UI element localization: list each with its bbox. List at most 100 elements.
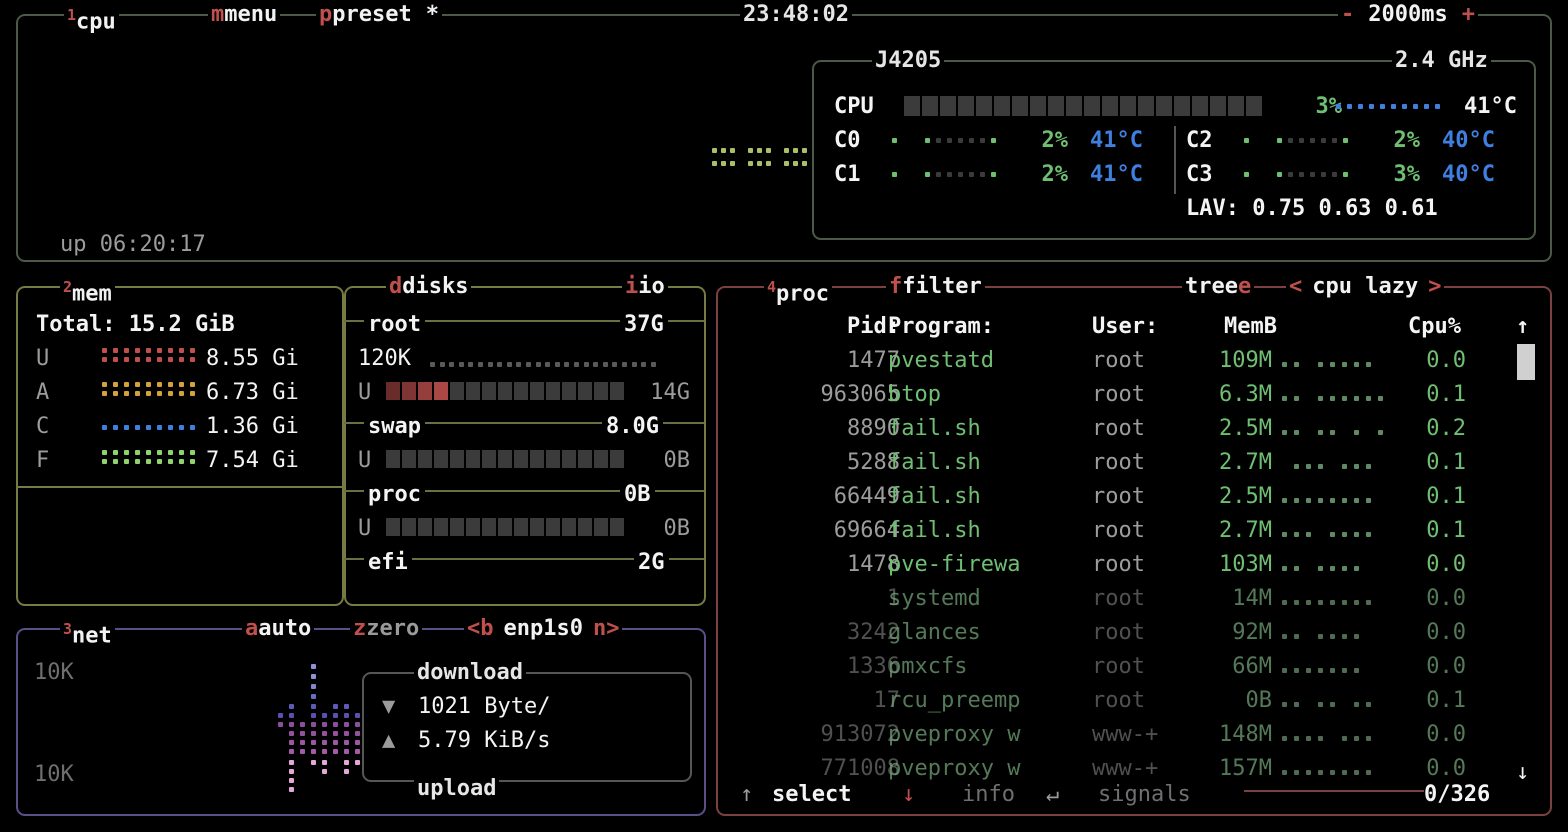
disks-panel-title-text: disks bbox=[402, 274, 469, 299]
cpu-preset-button[interactable]: ppreset * bbox=[316, 0, 442, 32]
proc-sort-value: cpu lazy bbox=[1312, 274, 1419, 299]
proc-cell-program: fail.sh bbox=[888, 450, 981, 475]
net-auto-toggle[interactable]: aauto bbox=[242, 612, 315, 646]
proc-select-down-icon[interactable]: ↓ bbox=[902, 782, 916, 807]
proc-scrollbar-thumb[interactable] bbox=[1517, 344, 1535, 380]
net-zero-label: zero bbox=[366, 616, 420, 641]
proc-col-memb[interactable]: MemB bbox=[1224, 314, 1277, 339]
cpu-preset-value: * bbox=[425, 2, 439, 27]
cpu-panel-index: 1 bbox=[67, 6, 77, 24]
proc-tree-toggle[interactable]: treee bbox=[1182, 270, 1255, 304]
table-row[interactable]: 5288 fail.sh root 2.7M 0.1 bbox=[716, 446, 1552, 480]
proc-cell-user: www-+ bbox=[1092, 722, 1159, 747]
proc-cpu-sparkline bbox=[1282, 396, 1394, 404]
disks-io-toggle[interactable]: iio bbox=[622, 270, 668, 304]
net-upload-label: upload bbox=[414, 772, 500, 806]
proc-cell-pid: 3242 bbox=[847, 620, 900, 645]
table-row[interactable]: 17 rcu_preemp root 0B 0.1 bbox=[716, 684, 1552, 718]
proc-cell-program: pmxcfs bbox=[888, 654, 968, 679]
proc-cell-user: root bbox=[1092, 348, 1145, 373]
proc-col-cpu[interactable]: Cpu% bbox=[1408, 314, 1461, 339]
proc-cell-program: fail.sh bbox=[888, 518, 981, 543]
net-traffic-graph bbox=[274, 664, 366, 808]
proc-select-up-icon[interactable]: ↑ bbox=[740, 782, 754, 807]
cpu-total-graph bbox=[712, 148, 820, 180]
net-auto-label: auto bbox=[258, 616, 312, 641]
mem-total-label: Total: 15.2 GiB bbox=[36, 312, 235, 337]
proc-cell-pid: 8890 bbox=[847, 416, 900, 441]
proc-cell-user: www-+ bbox=[1092, 756, 1159, 781]
disks-panel-title[interactable]: ddisks bbox=[386, 270, 472, 304]
mem-panel-title[interactable]: 2mem bbox=[60, 270, 115, 312]
update-plus-button[interactable]: + bbox=[1461, 2, 1475, 27]
cpu-panel-title[interactable]: 1cpu bbox=[64, 0, 119, 40]
proc-col-program[interactable]: Program: bbox=[888, 314, 994, 339]
proc-info-label[interactable]: info bbox=[962, 782, 1015, 807]
mem-row-value-1: 6.73 Gi bbox=[206, 380, 299, 405]
proc-panel-title[interactable]: 4proc bbox=[764, 270, 833, 312]
table-row[interactable]: 913072 pveproxy w www-+ 148M 0.0 bbox=[716, 718, 1552, 752]
core-label-1: C1 bbox=[834, 162, 861, 187]
proc-cell-mem: 2.7M bbox=[1219, 450, 1272, 475]
table-row[interactable]: 963065 btop root 6.3M 0.1 bbox=[716, 378, 1552, 412]
proc-filter-button[interactable]: ffilter bbox=[886, 270, 985, 304]
proc-scroll-down-icon[interactable]: ↓ bbox=[1516, 760, 1530, 785]
net-download-value: 1021 Byte/ bbox=[418, 694, 551, 719]
proc-cell-cpu: 0.0 bbox=[1426, 654, 1466, 679]
proc-cpu-sparkline bbox=[1282, 702, 1394, 710]
proc-cell-mem: 66M bbox=[1232, 654, 1272, 679]
proc-col-user[interactable]: User: bbox=[1092, 314, 1159, 339]
table-row[interactable]: 1478 pve-firewa root 103M 0.0 bbox=[716, 548, 1552, 582]
mem-row-value-0: 8.55 Gi bbox=[206, 346, 299, 371]
disk-usage-meter-0 bbox=[386, 382, 624, 400]
proc-sort-selector[interactable]: < cpu lazy > bbox=[1286, 270, 1445, 304]
table-row[interactable]: 1477 pvestatd root 109M 0.0 bbox=[716, 344, 1552, 378]
net-scale-top: 10K bbox=[34, 660, 74, 685]
table-row[interactable]: 66449 fail.sh root 2.5M 0.1 bbox=[716, 480, 1552, 514]
net-zero-toggle[interactable]: zzero bbox=[350, 612, 423, 646]
proc-cell-pid: 69664 bbox=[833, 518, 900, 543]
core-graph-2 bbox=[1244, 138, 1354, 152]
proc-cell-pid: 963065 bbox=[820, 382, 900, 407]
cpu-total-label: CPU bbox=[834, 94, 874, 119]
proc-filter-hotkey: f bbox=[889, 274, 903, 299]
proc-cell-mem: 0B bbox=[1245, 688, 1273, 713]
proc-sort-next-button[interactable]: > bbox=[1428, 274, 1442, 299]
disks-io-label: io bbox=[638, 274, 665, 299]
table-row[interactable]: 69664 fail.sh root 2.7M 0.1 bbox=[716, 514, 1552, 548]
core-percent-2: 2% bbox=[1393, 128, 1421, 153]
update-minus-button[interactable]: - bbox=[1341, 2, 1355, 27]
table-row[interactable]: 1336 pmxcfs root 66M 0.0 bbox=[716, 650, 1552, 684]
net-panel-title[interactable]: 3net bbox=[60, 612, 115, 654]
proc-col-pid[interactable]: Pid: bbox=[847, 314, 900, 339]
cpu-total-temp: 41°C bbox=[1464, 94, 1517, 119]
disks-io-hotkey: i bbox=[625, 274, 639, 299]
net-iface-prev-button[interactable]: <b bbox=[467, 616, 494, 641]
table-row[interactable]: 8890 fail.sh root 2.5M 0.2 bbox=[716, 412, 1552, 446]
proc-cell-pid: 1 bbox=[886, 586, 900, 611]
disk-usage-meter-2 bbox=[386, 518, 624, 536]
proc-signals-label[interactable]: signals bbox=[1098, 782, 1191, 807]
net-speed-box: download upload ▼ 1021 Byte/ ▲ 5.79 KiB/… bbox=[362, 656, 692, 806]
proc-cell-mem: 148M bbox=[1219, 722, 1272, 747]
net-iface-next-button[interactable]: n> bbox=[592, 616, 620, 641]
core-percent-1: 2% bbox=[1041, 162, 1069, 187]
proc-cell-program: pve-firewa bbox=[888, 552, 1021, 577]
proc-cell-mem: 2.7M bbox=[1219, 518, 1272, 543]
cpu-panel: 1cpu mmenu ppreset * 23:48:02 -2000ms + up… bbox=[16, 0, 1552, 262]
proc-scrollbar[interactable] bbox=[1514, 344, 1538, 768]
proc-sort-prev-button[interactable]: < bbox=[1289, 274, 1303, 299]
proc-cell-mem: 2.5M bbox=[1219, 484, 1272, 509]
net-interface-selector[interactable]: <b enp1s0 n> bbox=[464, 612, 623, 646]
update-interval-control[interactable]: -2000ms + bbox=[1338, 0, 1478, 32]
cpu-menu-button[interactable]: mmenu bbox=[208, 0, 281, 32]
core-label-0: C0 bbox=[834, 128, 861, 153]
core-label-3: C3 bbox=[1186, 162, 1213, 187]
mem-row-value-2: 1.36 Gi bbox=[206, 414, 299, 439]
proc-cell-cpu: 0.2 bbox=[1426, 416, 1466, 441]
cpu-preset-hotkey: p bbox=[319, 2, 333, 27]
table-row[interactable]: 3242 glances root 92M 0.0 bbox=[716, 616, 1552, 650]
proc-tree-label: tree bbox=[1185, 274, 1238, 299]
table-row[interactable]: 771008 pveproxy w www-+ 157M 0.0 bbox=[716, 752, 1552, 786]
table-row[interactable]: 1 systemd root 14M 0.0 bbox=[716, 582, 1552, 616]
